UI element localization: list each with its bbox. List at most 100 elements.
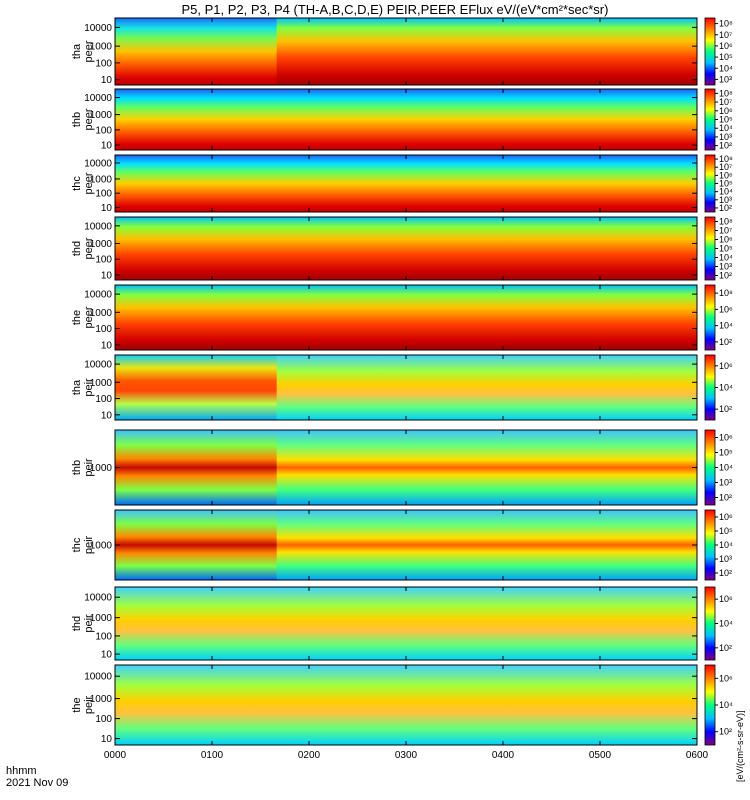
- colorbar-tick-label: 10⁴: [719, 321, 733, 331]
- colorbar-tick-label: 10⁸: [719, 217, 733, 227]
- colorbar-tick-label: 10⁶: [719, 594, 733, 604]
- y-tick-label: 10: [101, 203, 113, 214]
- colorbar: [704, 154, 716, 213]
- colorbar-tick-label: 10⁶: [719, 304, 733, 314]
- panel-label-instrument: peer: [83, 172, 95, 194]
- colorbar-tick-label: 10²: [719, 141, 732, 151]
- colorbar: [704, 216, 716, 281]
- panel-1: thb peer 10 100 1000 10000 10²10³10⁴10⁵10⁶10⁷1…: [71, 88, 733, 151]
- panel-8: thd peir 10 100 1000 10000 10² 10⁴ 10⁶: [71, 586, 733, 661]
- y-tick-label: 1000: [90, 110, 113, 121]
- x-tick-label: 0000: [104, 750, 127, 761]
- colorbar-tick-label: 10⁴: [719, 63, 733, 73]
- colorbar: [704, 354, 716, 421]
- y-tick-label: 10000: [84, 360, 112, 371]
- y-tick-label: 10: [101, 734, 113, 745]
- y-tick-label: 10: [101, 75, 113, 86]
- x-tick-label: 0100: [201, 750, 224, 761]
- y-tick-label: 100: [95, 394, 112, 405]
- panel-2: thc peer 10 100 1000 10000 10²10³10⁴10⁵10⁶10⁷1…: [71, 154, 733, 214]
- colorbar-tick-label: 10⁷: [719, 97, 732, 107]
- y-tick-label: 1000: [90, 378, 113, 389]
- colorbar-tick-label: 10⁶: [719, 673, 733, 683]
- y-tick-label: 100: [95, 125, 112, 136]
- y-tick-label: 10000: [84, 158, 112, 169]
- y-tick-label: 10000: [84, 593, 112, 604]
- colorbar-tick-label: 10⁵: [719, 526, 733, 536]
- y-tick-label: 1000: [90, 174, 113, 185]
- spectrogram-image: [115, 217, 697, 280]
- colorbar-tick-label: 10⁴: [719, 187, 733, 197]
- y-tick-label: 100: [95, 714, 112, 725]
- colorbar-tick-label: 10⁵: [719, 244, 733, 254]
- y-tick-label: 1000: [90, 541, 113, 552]
- panel-label-instrument: peer: [83, 237, 95, 259]
- spectrogram-image: [115, 285, 697, 350]
- chart-title: P5, P1, P2, P3, P4 (TH-A,B,C,D,E) PEIR,P…: [182, 2, 609, 17]
- colorbar-tick-label: 10⁴: [719, 463, 733, 473]
- colorbar-tick-label: 10²: [719, 568, 732, 578]
- panel-label-probe: the: [71, 697, 83, 712]
- colorbar-tick-label: 10²: [719, 643, 732, 653]
- x-axis-date: 2021 Nov 09: [6, 777, 68, 789]
- panel-5: tha peir 10 100 1000 10000 10² 10⁴ 10⁶: [71, 354, 733, 421]
- y-tick-label: 1000: [90, 613, 113, 624]
- colorbar-tick-label: 10⁸: [719, 288, 733, 298]
- colorbar-tick-label: 10⁷: [719, 30, 732, 40]
- panel-label-probe: thb: [71, 112, 83, 127]
- colorbar-tick-label: 10⁵: [719, 448, 733, 458]
- colorbar-tick-label: 10⁶: [719, 170, 733, 180]
- panel-label-probe: thc: [71, 176, 83, 191]
- y-tick-label: 1000: [90, 463, 113, 474]
- colorbar-tick-label: 10⁴: [719, 700, 733, 710]
- panel-label-instrument: peir: [83, 614, 95, 633]
- colorbar: [704, 509, 716, 581]
- colorbar-tick-label: 10²: [719, 337, 732, 347]
- colorbar-tick-label: 10⁶: [719, 433, 733, 443]
- panel-label-instrument: peer: [83, 306, 95, 328]
- colorbar-tick-label: 10²: [719, 493, 732, 503]
- panel-3: thd peer 10 100 1000 10000 10²10³10⁴10⁵10⁶10⁷1…: [71, 216, 733, 281]
- colorbar-tick-label: 10⁷: [719, 226, 732, 236]
- y-tick-label: 1000: [90, 42, 113, 53]
- y-tick-label: 10000: [84, 672, 112, 683]
- panel-label-probe: the: [71, 310, 83, 325]
- y-tick-label: 100: [95, 631, 112, 642]
- colorbar-tick-label: 10³: [719, 262, 732, 272]
- y-tick-label: 10000: [84, 221, 112, 232]
- colorbar-tick-label: 10⁵: [719, 179, 733, 189]
- y-tick-label: 10: [101, 340, 113, 351]
- spectrogram-image: [115, 587, 697, 660]
- y-tick-label: 10000: [84, 290, 112, 301]
- colorbar-tick-label: 10³: [719, 74, 732, 84]
- spectrogram-image: [115, 155, 697, 212]
- colorbar: [704, 664, 716, 746]
- colorbar: [704, 586, 716, 661]
- panel-label-probe: thd: [71, 241, 83, 256]
- panel-label-probe: tha: [71, 379, 83, 395]
- y-tick-label: 10: [101, 270, 113, 281]
- early-interval-overlay: [115, 18, 277, 85]
- x-axis-label: hhmm: [6, 765, 37, 777]
- panel-label-instrument: peer: [83, 40, 95, 62]
- colorbar-tick-label: 10⁵: [719, 52, 733, 62]
- colorbar-tick-label: 10²: [719, 727, 732, 737]
- panel-label-instrument: peir: [83, 458, 95, 477]
- x-axis: 0000 0100 0200 0300 0400 0500 0600: [104, 750, 709, 761]
- panel-label-probe: thd: [71, 616, 83, 631]
- colorbar-tick-label: 10²: [719, 203, 732, 213]
- early-interval-overlay: [115, 510, 277, 580]
- colorbar-tick-label: 10⁶: [719, 235, 733, 245]
- panel-label-probe: thb: [71, 460, 83, 475]
- y-tick-label: 10: [101, 141, 113, 152]
- y-tick-label: 100: [95, 324, 112, 335]
- y-tick-label: 100: [95, 58, 112, 69]
- early-interval-overlay: [115, 430, 277, 505]
- x-tick-label: 0400: [492, 750, 515, 761]
- colorbar-tick-label: 10⁶: [719, 41, 733, 51]
- panel-label-instrument: peir: [83, 695, 95, 714]
- colorbar-tick-label: 10⁵: [719, 115, 733, 125]
